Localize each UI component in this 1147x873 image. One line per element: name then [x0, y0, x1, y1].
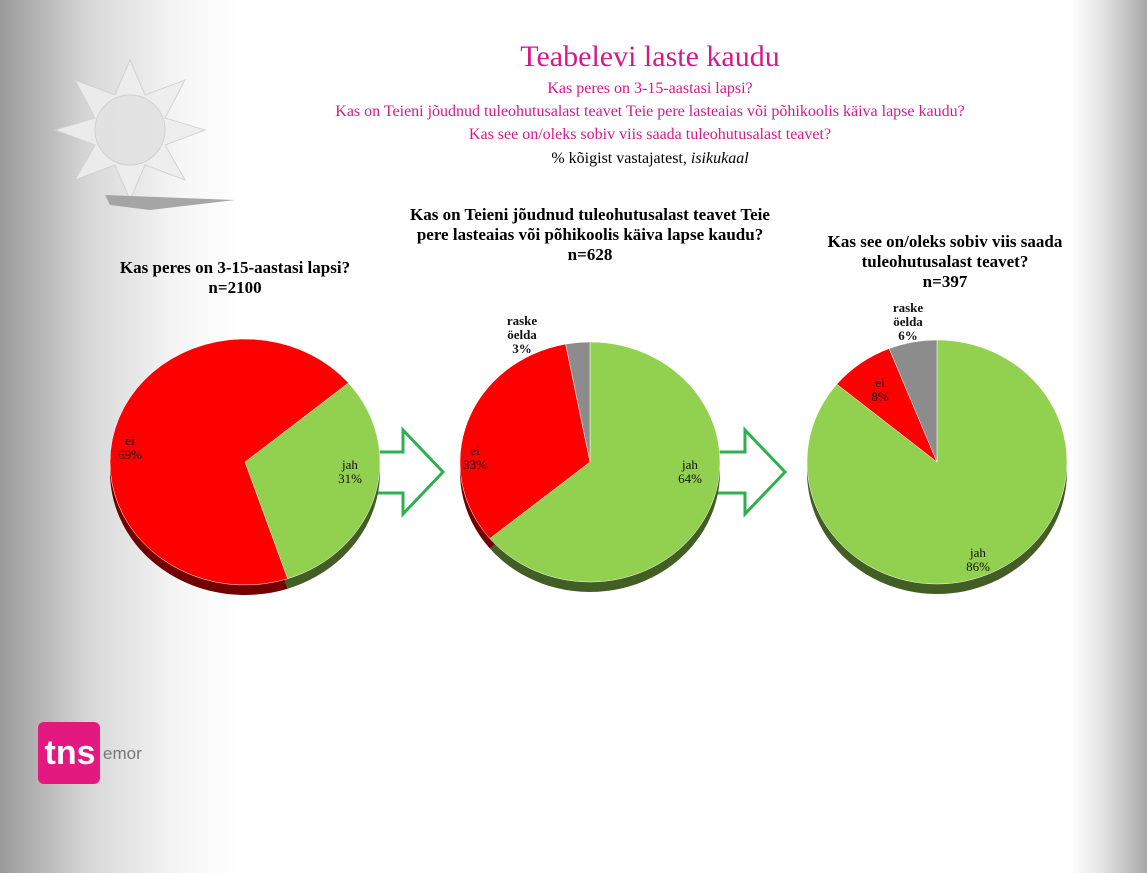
note-text: % kõigist vastajatest,: [551, 150, 687, 167]
slice-value: 33%: [463, 457, 487, 472]
chart-title: Kas on Teieni jõudnud tuleohutusalast te…: [410, 205, 770, 244]
slice-value: 3%: [512, 341, 532, 356]
slice-label: ei 69%: [118, 434, 142, 462]
slice: [459, 343, 591, 539]
subtitle: Kas see on/oleks sobiv viis saada tuleoh…: [468, 126, 832, 143]
subtitle: Kas on Teieni jõudnud tuleohutusalast te…: [335, 103, 965, 120]
logo-box: tns: [38, 722, 100, 784]
slice: [888, 339, 938, 463]
emblem: [53, 58, 235, 210]
chart-subtitle: n=2100: [208, 278, 262, 297]
logo-brand: tns: [44, 734, 96, 772]
chart-subtitle: n=628: [567, 245, 613, 264]
note-italic: isikukaal: [690, 150, 749, 167]
note: % kõigist vastajatest, isikukaal: [0, 150, 1147, 168]
slice-category: ei: [125, 433, 135, 448]
slice-value: 8%: [871, 389, 889, 404]
slice: [109, 338, 349, 586]
slice-value: 86%: [966, 559, 990, 574]
slice-label: jah 64%: [678, 458, 702, 486]
slice-value: 69%: [118, 447, 142, 462]
slice-label: ei 8%: [871, 376, 888, 404]
slice: [244, 382, 381, 580]
subtitle: Kas peres on 3-15-aastasi lapsi?: [547, 80, 753, 97]
slice-label: jah 31%: [338, 458, 362, 486]
chart-title: Kas see on/oleks sobiv viis saada tuleoh…: [827, 232, 1063, 271]
slice-label: jah 86%: [966, 546, 990, 574]
slice-value: 6%: [898, 328, 918, 343]
chart-subtitle: n=397: [922, 272, 968, 291]
slice-category: raske öelda: [506, 313, 538, 342]
slice-value: 64%: [678, 471, 702, 486]
slice-category: jah: [342, 457, 358, 472]
slice-label: raske öelda 6%: [888, 301, 928, 343]
slice: [565, 341, 591, 463]
chart-title: Kas peres on 3-15-aastasi lapsi?: [119, 258, 351, 277]
slice-value: 31%: [338, 471, 362, 486]
slice-category: jah: [970, 545, 986, 560]
logo-name: emor: [103, 744, 142, 763]
slice-category: ei: [470, 443, 480, 458]
slice-category: jah: [682, 457, 698, 472]
slice: [489, 341, 721, 583]
title: Teabelevi laste kaudu: [520, 40, 780, 73]
slice-category: raske öelda: [892, 300, 924, 329]
slice-label: ei 33%: [463, 444, 487, 472]
slice-category: ei: [875, 375, 885, 390]
slice-label: raske öelda 3%: [502, 314, 542, 356]
